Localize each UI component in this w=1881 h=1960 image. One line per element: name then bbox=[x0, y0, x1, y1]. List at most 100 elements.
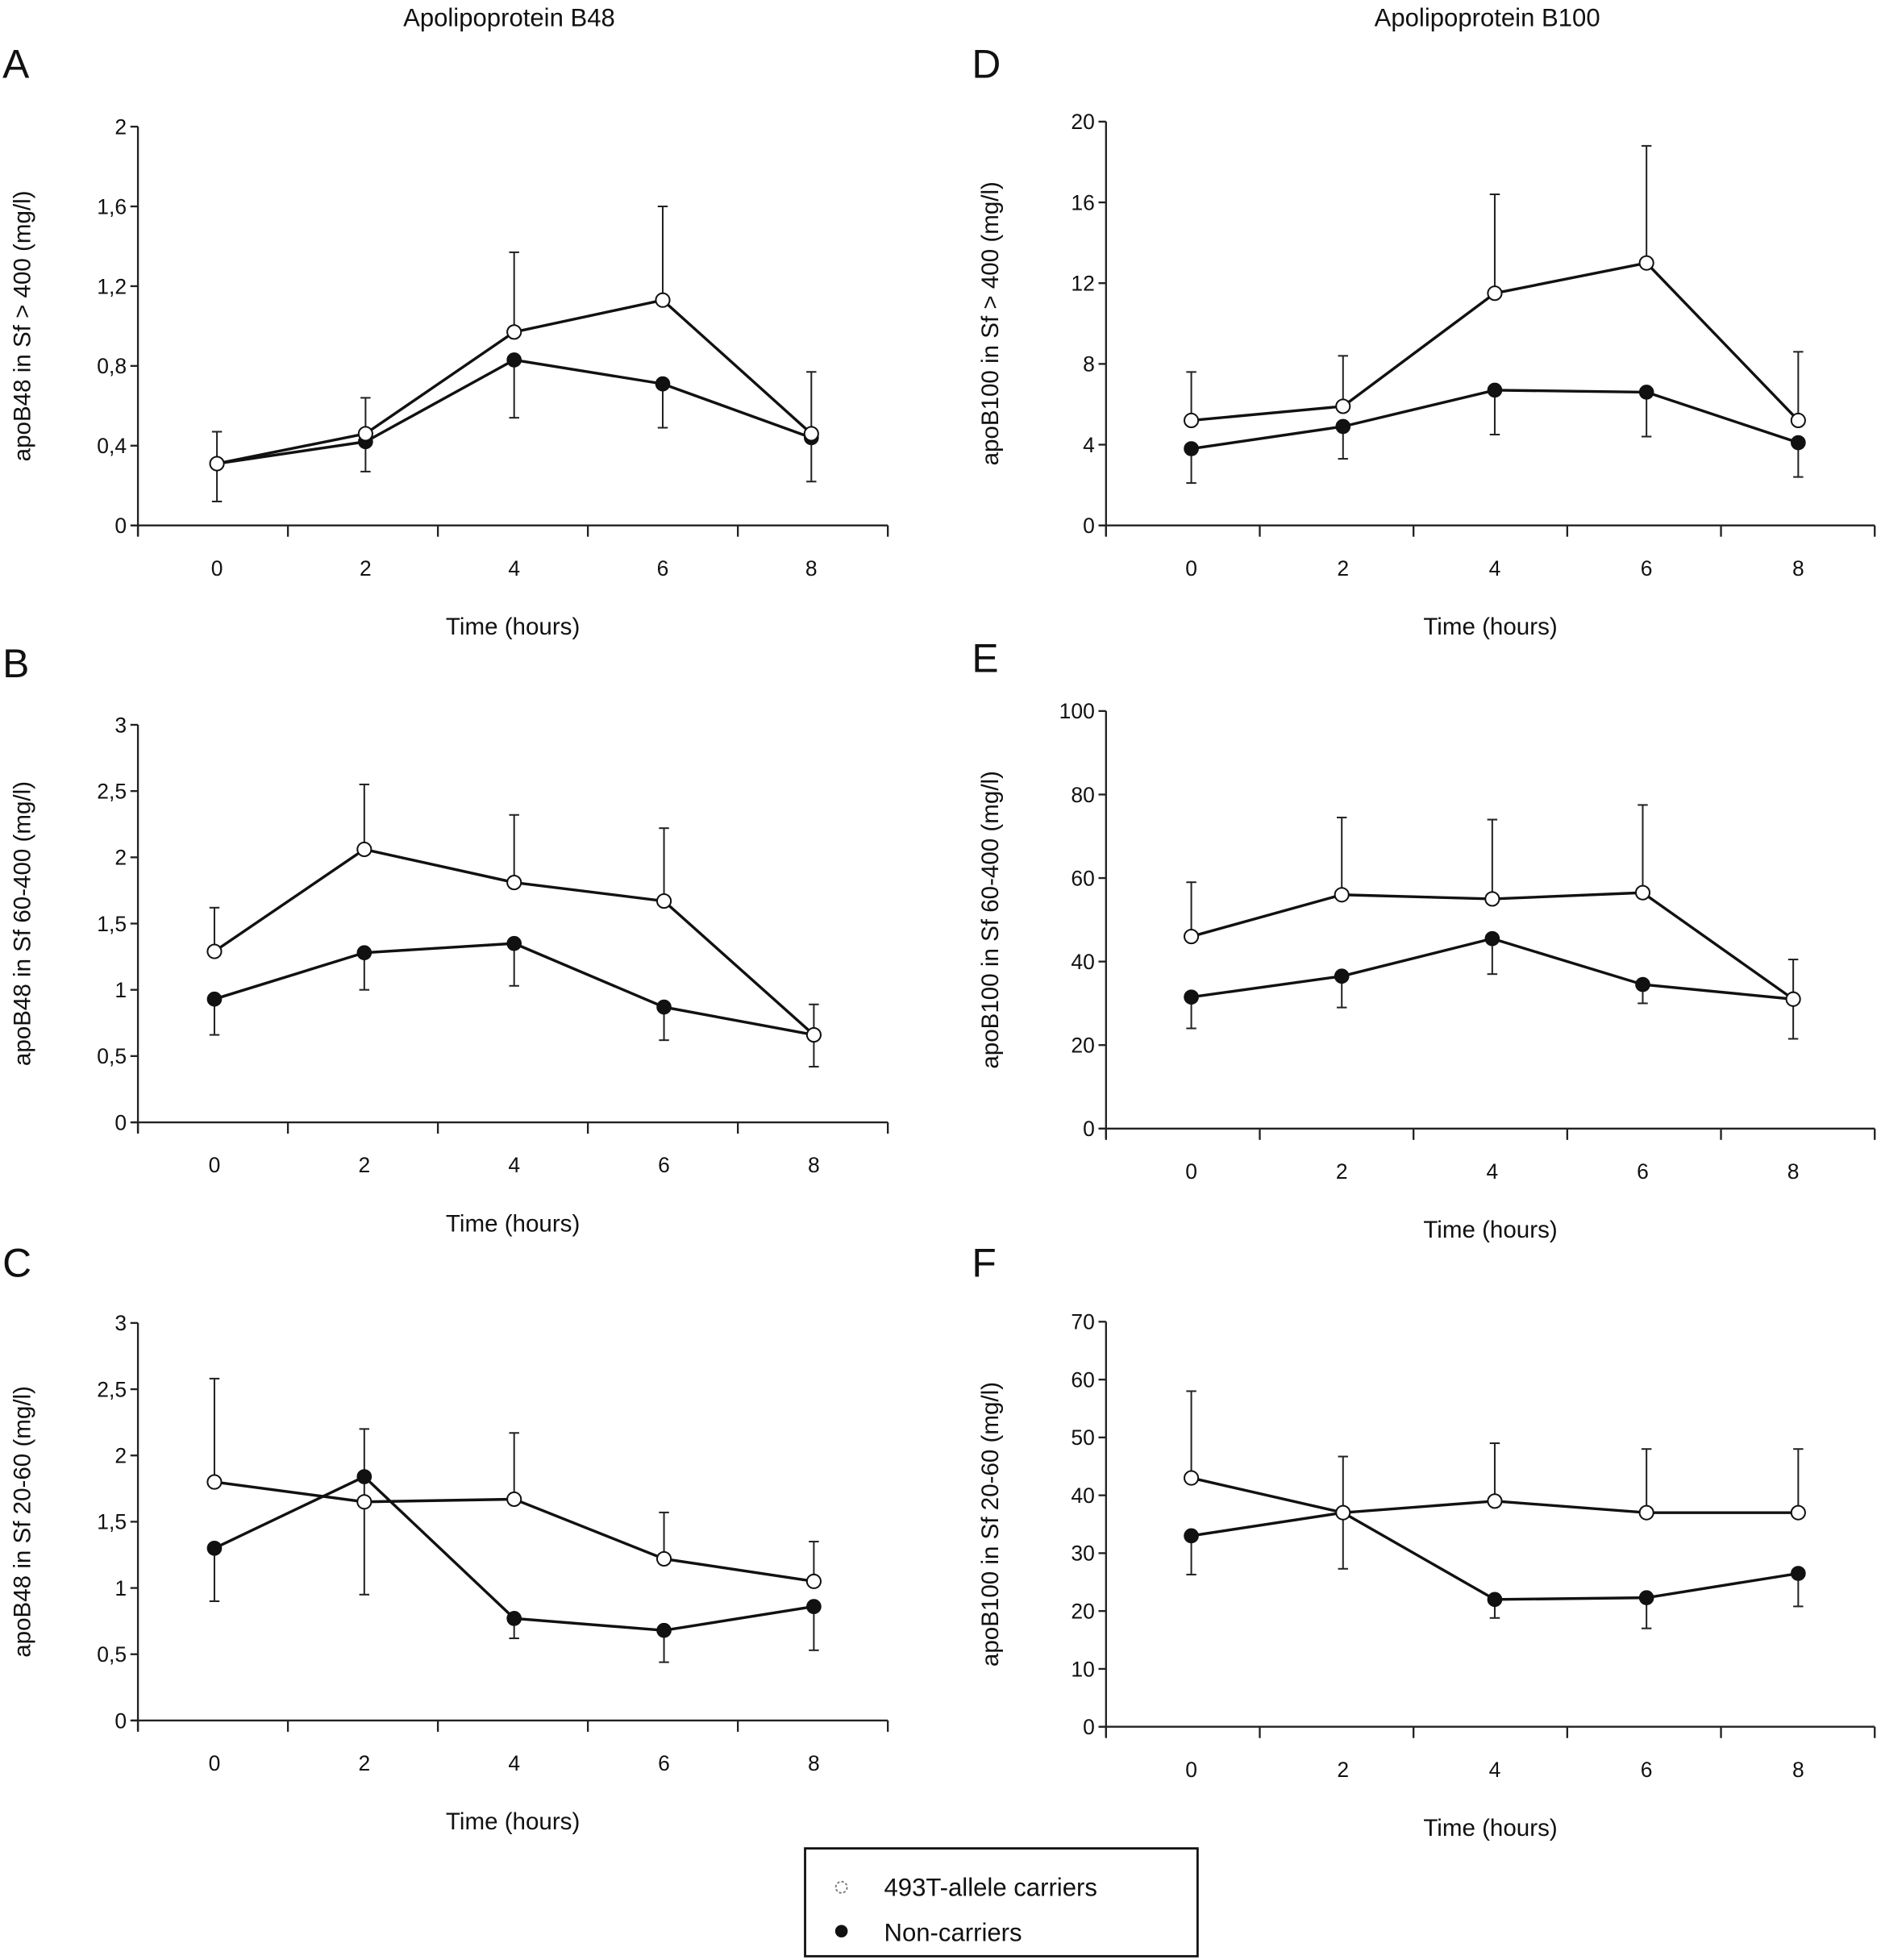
x-tick-label: 6 bbox=[658, 1153, 670, 1177]
data-point-open bbox=[655, 292, 671, 308]
x-tick-label: 2 bbox=[358, 1153, 370, 1177]
y-tick-label: 30 bbox=[1071, 1542, 1094, 1566]
x-tick-label: 0 bbox=[211, 556, 223, 581]
data-point-open bbox=[209, 456, 225, 472]
data-point-filled bbox=[1184, 441, 1199, 456]
y-tick-label: 2 bbox=[114, 846, 127, 870]
x-tick-label: 4 bbox=[1489, 1758, 1501, 1782]
data-point-filled bbox=[1484, 930, 1500, 947]
legend: 493T-allele carriers Non-carriers bbox=[804, 1847, 1199, 1958]
data-point-open bbox=[1184, 412, 1200, 429]
y-tick-label: 1 bbox=[114, 1576, 127, 1600]
data-point-open bbox=[1334, 887, 1350, 903]
x-tick-label: 0 bbox=[1185, 1758, 1197, 1782]
y-tick-label: 20 bbox=[1071, 1600, 1094, 1624]
y-tick-label: 1,5 bbox=[97, 1510, 127, 1534]
y-tick-label: 0,5 bbox=[97, 1044, 127, 1068]
data-point-open bbox=[1790, 412, 1806, 429]
y-tick-label: 40 bbox=[1071, 1484, 1094, 1508]
data-point-open bbox=[506, 1491, 522, 1508]
data-point-filled bbox=[1638, 385, 1654, 400]
y-tick-label: 0 bbox=[1083, 1715, 1095, 1739]
y-tick-label: 2,5 bbox=[97, 1377, 127, 1401]
data-point-open bbox=[1638, 1504, 1654, 1521]
y-tick-label: 20 bbox=[1071, 110, 1094, 134]
y-tick-label: 0 bbox=[1083, 1117, 1095, 1141]
y-tick-label: 0 bbox=[114, 1110, 127, 1134]
x-tick-label: 2 bbox=[360, 556, 372, 581]
data-point-filled bbox=[656, 999, 672, 1015]
data-point-open bbox=[1634, 884, 1651, 901]
y-tick-label: 1,5 bbox=[97, 912, 127, 936]
data-point-open bbox=[1184, 928, 1200, 945]
data-point-filled bbox=[806, 1599, 822, 1614]
data-point-filled bbox=[356, 1469, 372, 1484]
data-point-open bbox=[1785, 991, 1801, 1007]
data-point-filled bbox=[1184, 989, 1199, 1005]
y-tick-label: 70 bbox=[1071, 1310, 1094, 1334]
y-tick-label: 3 bbox=[114, 713, 127, 737]
column-title-b100: Apolipoprotein B100 bbox=[1375, 4, 1600, 32]
y-axis-label: apoB48 in Sf > 400 (mg/l) bbox=[9, 190, 35, 461]
y-axis-label: apoB48 in Sf 60-400 (mg/l) bbox=[9, 781, 35, 1066]
panel-a: A 0 0,4 0,8 1,2 1,6 2 0 2 4 6 8 Time (hours) apoB48 i… bbox=[2, 41, 889, 640]
y-tick-label: 0,5 bbox=[97, 1642, 127, 1667]
x-axis-label: Time (hours) bbox=[1423, 614, 1557, 640]
y-tick-label: 0,4 bbox=[97, 434, 127, 458]
y-tick-label: 0 bbox=[114, 514, 127, 538]
legend-label-noncarriers: Non-carriers bbox=[884, 1919, 1022, 1947]
data-point-filled bbox=[1791, 1566, 1806, 1581]
data-point-open bbox=[805, 1573, 822, 1589]
data-point-filled bbox=[1487, 1592, 1503, 1608]
y-axis-label: apoB100 in Sf 60-400 (mg/l) bbox=[977, 771, 1004, 1069]
data-point-open bbox=[1638, 255, 1654, 271]
x-tick-label: 8 bbox=[805, 556, 818, 581]
panel-letter: C bbox=[2, 1240, 31, 1285]
y-tick-label: 40 bbox=[1071, 950, 1094, 974]
data-point-filled bbox=[1638, 1590, 1654, 1605]
x-tick-label: 8 bbox=[1792, 556, 1804, 581]
data-point-open bbox=[1335, 398, 1351, 414]
y-tick-label: 12 bbox=[1071, 272, 1094, 296]
data-point-filled bbox=[206, 1540, 223, 1556]
x-tick-label: 2 bbox=[358, 1751, 370, 1775]
data-point-filled bbox=[506, 352, 522, 368]
data-point-open bbox=[803, 426, 819, 442]
data-point-filled bbox=[506, 935, 522, 951]
x-axis-label: Time (hours) bbox=[1423, 1815, 1557, 1841]
y-tick-label: 8 bbox=[1083, 352, 1095, 377]
y-tick-label: 4 bbox=[1083, 433, 1095, 457]
legend-open-circle-icon bbox=[834, 1880, 848, 1894]
x-tick-label: 8 bbox=[808, 1751, 820, 1775]
data-point-filled bbox=[1334, 968, 1350, 984]
data-point-open bbox=[356, 1494, 372, 1510]
data-point-open bbox=[357, 426, 373, 442]
x-tick-label: 2 bbox=[1337, 556, 1349, 581]
x-tick-label: 6 bbox=[1637, 1159, 1649, 1184]
y-tick-label: 80 bbox=[1071, 783, 1094, 807]
data-point-filled bbox=[506, 1611, 522, 1626]
data-point-filled bbox=[656, 1622, 672, 1638]
x-tick-label: 2 bbox=[1336, 1159, 1348, 1184]
y-axis-label: apoB100 in Sf > 400 (mg/l) bbox=[977, 181, 1004, 465]
y-tick-label: 10 bbox=[1071, 1657, 1094, 1681]
x-tick-label: 4 bbox=[508, 1153, 520, 1177]
y-tick-label: 0 bbox=[114, 1708, 127, 1733]
data-point-filled bbox=[1487, 382, 1503, 398]
x-tick-label: 2 bbox=[1337, 1758, 1349, 1782]
panel-e: E 0 20 40 60 80 100 0 2 4 6 8 Time (hours) apoB100 in… bbox=[972, 636, 1876, 1243]
legend-filled-circle-icon bbox=[834, 1925, 848, 1938]
data-point-open bbox=[356, 841, 372, 858]
data-point-filled bbox=[1335, 418, 1351, 435]
panel-c: C 0 0,5 1 1,5 2 2,5 3 0 2 4 6 8 Time (hours) apoB48 in… bbox=[2, 1240, 889, 1835]
legend-box bbox=[804, 1847, 1199, 1958]
x-tick-label: 4 bbox=[1489, 556, 1501, 581]
data-point-open bbox=[805, 1026, 822, 1043]
x-tick-label: 0 bbox=[209, 1153, 221, 1177]
y-axis-label: apoB48 in Sf 20-60 (mg/l) bbox=[9, 1386, 35, 1658]
x-tick-label: 6 bbox=[1641, 1758, 1653, 1782]
data-point-filled bbox=[1791, 435, 1806, 451]
